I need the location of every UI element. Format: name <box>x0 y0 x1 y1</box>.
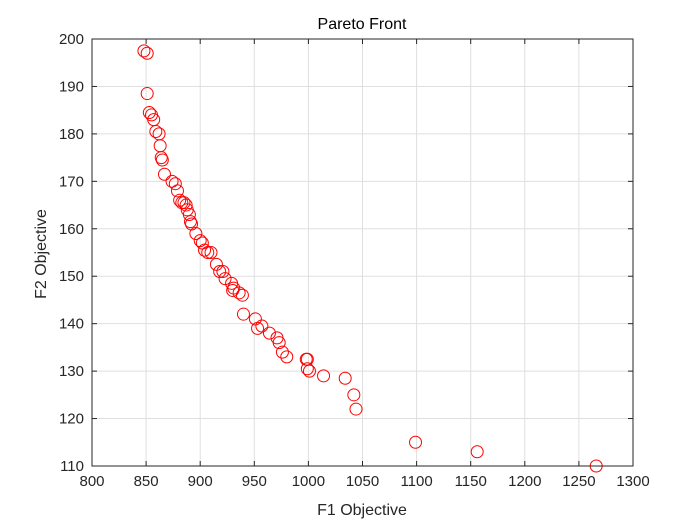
y-tick-label: 120 <box>59 411 84 428</box>
y-tick-label: 160 <box>59 221 84 238</box>
data-point <box>218 272 232 286</box>
y-tick-label: 140 <box>59 316 84 333</box>
x-tick-label: 850 <box>134 473 159 490</box>
data-point <box>338 371 352 385</box>
x-tick-label: 1100 <box>400 473 432 490</box>
chart-title: Pareto Front <box>318 16 407 33</box>
x-tick-label: 1000 <box>292 473 325 490</box>
data-point <box>183 215 197 229</box>
y-tick-label: 190 <box>59 78 84 95</box>
data-point <box>140 46 154 60</box>
data-point <box>201 246 215 259</box>
y-tick-label: 150 <box>59 268 84 285</box>
data-point <box>154 151 168 165</box>
data-point <box>155 153 169 167</box>
data-point <box>179 198 193 212</box>
grid <box>92 39 633 466</box>
data-point <box>347 388 361 402</box>
data-point <box>189 227 203 241</box>
y-tick-label: 180 <box>59 126 84 143</box>
x-tick-label: 800 <box>79 473 104 490</box>
data-point <box>262 326 276 340</box>
data-point <box>216 264 230 278</box>
data-point <box>137 44 151 58</box>
x-axis-title: F1 Objective <box>317 502 407 519</box>
data-point <box>157 167 171 181</box>
data-points <box>137 44 603 473</box>
data-point <box>198 243 212 257</box>
data-point <box>302 364 316 378</box>
data-point <box>149 125 163 139</box>
data-point <box>317 369 331 383</box>
x-tick-label: 1050 <box>346 473 379 490</box>
data-point <box>349 402 363 416</box>
data-point <box>142 106 156 120</box>
data-point <box>232 286 246 300</box>
data-point <box>209 257 223 271</box>
data-point <box>168 177 182 191</box>
x-tick-label: 1200 <box>508 473 541 490</box>
y-tick-label: 110 <box>60 458 84 475</box>
y-axis-title: F2 Objective <box>33 209 50 299</box>
data-point <box>182 208 196 222</box>
x-tick-label: 900 <box>188 473 213 490</box>
data-point <box>170 184 184 198</box>
data-point <box>204 246 218 259</box>
data-point <box>235 288 249 302</box>
data-point <box>470 445 484 459</box>
data-point <box>280 350 294 364</box>
data-point <box>272 336 286 350</box>
data-point <box>275 345 289 359</box>
x-tick-label: 1250 <box>562 473 595 490</box>
data-point <box>409 435 423 449</box>
y-axis-ticks: 110 120 130 140 150 160 170 180 190 200 <box>59 31 633 475</box>
data-point <box>248 312 262 326</box>
y-tick-label: 200 <box>59 31 84 48</box>
data-point <box>236 307 250 321</box>
x-tick-label: 950 <box>242 473 267 490</box>
y-tick-label: 170 <box>59 173 84 190</box>
data-point <box>300 362 314 376</box>
x-tick-label: 1300 <box>616 473 649 490</box>
x-tick-label: 1150 <box>455 473 487 490</box>
y-tick-label: 130 <box>59 363 84 380</box>
data-point <box>177 196 191 210</box>
x-axis-ticks: 800 850 900 950 1000 1050 1100 1150 1200 1250 1300 <box>79 39 650 490</box>
data-point <box>140 87 154 101</box>
data-point <box>255 319 269 333</box>
